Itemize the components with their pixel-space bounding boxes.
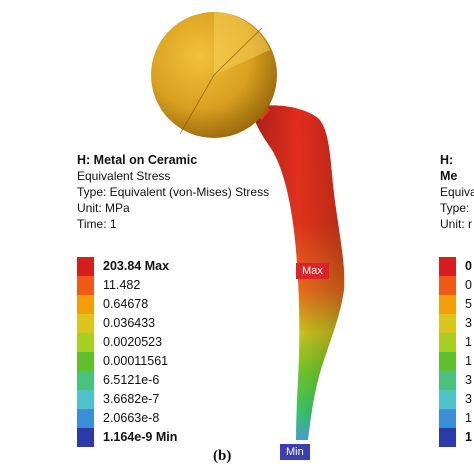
- legend-row: 6.5121e-6: [77, 371, 197, 390]
- legend-right-swatch: [439, 276, 456, 295]
- legend-right-swatch: [439, 333, 456, 352]
- legend-row: 3.6682e-7: [77, 390, 197, 409]
- legend-swatch: [77, 390, 94, 409]
- result-type-right: Type:: [440, 201, 470, 215]
- legend-row: 11.482: [77, 276, 197, 295]
- femoral-head: [151, 12, 277, 138]
- legend-label: 1.164e-9 Min: [103, 430, 178, 444]
- legend-right-row: 5: [439, 295, 474, 314]
- legend-right-row: 1: [439, 409, 474, 428]
- legend-label: 3.6682e-7: [103, 392, 160, 406]
- legend-row: 1.164e-9 Min: [77, 428, 197, 447]
- legend-row: 2.0663e-8: [77, 409, 197, 428]
- legend-label: 11.482: [103, 278, 141, 292]
- min-marker: Min: [280, 444, 310, 460]
- legend-swatch: [77, 409, 94, 428]
- legend-right-swatch: [439, 428, 456, 447]
- legend-right-swatch: [439, 409, 456, 428]
- legend-label: 203.84 Max: [103, 259, 170, 273]
- legend-swatch: [77, 371, 94, 390]
- legend-swatch: [77, 295, 94, 314]
- legend-row: 0.0020523: [77, 333, 197, 352]
- result-unit: Unit: MPa: [77, 201, 130, 215]
- legend-row: 203.84 Max: [77, 257, 197, 276]
- legend-right-row: 3: [439, 390, 474, 409]
- legend-right-row: 0: [439, 276, 474, 295]
- legend-label: 0.64678: [103, 297, 149, 311]
- result-info-panel-right: H: Me Equivale Type: Unit: r: [440, 152, 474, 232]
- legend-swatch: [77, 276, 94, 295]
- legend-right-row: 1: [439, 333, 474, 352]
- legend-swatch: [77, 333, 94, 352]
- legend-right-label: 1: [465, 411, 472, 425]
- legend-right-row: 0: [439, 257, 474, 276]
- legend-right-row: 3: [439, 314, 474, 333]
- legend-swatch: [77, 314, 94, 333]
- legend-right-label: 3: [465, 316, 472, 330]
- legend-right-label: 3: [465, 373, 472, 387]
- result-title-right: H: Me: [440, 153, 458, 183]
- stress-legend-right: 0 0 5 3 1 1 3 3 1 1: [439, 257, 474, 457]
- legend-right-swatch: [439, 257, 456, 276]
- result-quantity: Equivalent Stress: [77, 169, 171, 183]
- legend-right-label: 1: [465, 354, 472, 368]
- legend-label: 0.036433: [103, 316, 156, 330]
- legend-right-swatch: [439, 352, 456, 371]
- legend-right-row: 3: [439, 371, 474, 390]
- legend-label: 0.00011561: [103, 354, 169, 368]
- max-marker: Max: [296, 263, 329, 279]
- legend-right-swatch: [439, 295, 456, 314]
- legend-right-swatch: [439, 371, 456, 390]
- legend-right-label: 1: [465, 430, 472, 444]
- legend-row: 0.64678: [77, 295, 197, 314]
- legend-right-label: 5: [465, 297, 472, 311]
- legend-swatch: [77, 352, 94, 371]
- legend-label: 6.5121e-6: [103, 373, 160, 387]
- legend-label: 0.0020523: [103, 335, 163, 349]
- legend-right-row: 1: [439, 428, 474, 447]
- legend-right-label: 1: [465, 335, 472, 349]
- legend-swatch: [77, 428, 94, 447]
- legend-row: 0.00011561: [77, 352, 197, 371]
- result-unit-right: Unit: r: [440, 217, 473, 231]
- result-quantity-right: Equivale: [440, 185, 474, 199]
- legend-right-swatch: [439, 390, 456, 409]
- legend-right-label: 0: [465, 259, 472, 273]
- legend-right-label: 0: [465, 278, 472, 292]
- result-info-panel: H: Metal on Ceramic Equivalent Stress Ty…: [77, 152, 269, 232]
- legend-right-label: 3: [465, 392, 472, 406]
- result-title: H: Metal on Ceramic: [77, 153, 198, 167]
- figure-caption: (b): [213, 448, 232, 464]
- legend-right-row: 1: [439, 352, 474, 371]
- legend-row: 0.036433: [77, 314, 197, 333]
- legend-right-swatch: [439, 314, 456, 333]
- legend-swatch: [77, 257, 94, 276]
- result-time: Time: 1: [77, 217, 117, 231]
- legend-label: 2.0663e-8: [103, 411, 160, 425]
- result-type: Type: Equivalent (von-Mises) Stress: [77, 185, 270, 199]
